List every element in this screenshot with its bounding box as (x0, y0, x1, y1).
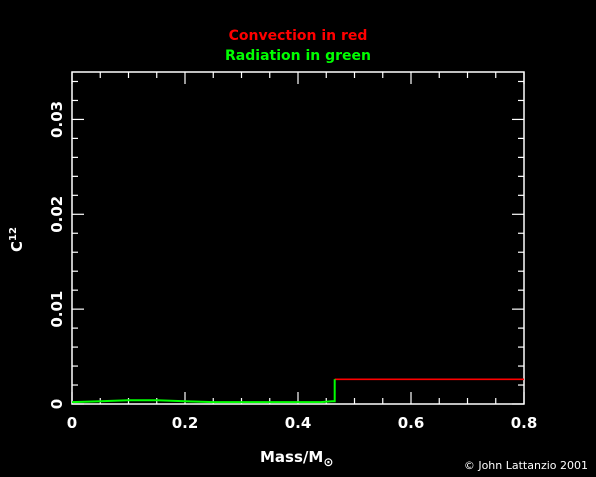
y-tick-label: 0.03 (48, 101, 66, 138)
sun-symbol: ⊙ (323, 455, 334, 469)
x-tick-label: 0.2 (172, 414, 199, 432)
x-tick-label: 0 (67, 414, 77, 432)
y-tick-label: 0 (48, 399, 66, 409)
copyright-credit: © John Lattanzio 2001 (463, 459, 588, 472)
axes-frame (71, 71, 525, 405)
x-tick-label: 0.8 (511, 414, 538, 432)
chart-title-convection: Convection in red (228, 28, 368, 44)
y-axis-label-text: C (8, 240, 26, 252)
y-axis-label: C12 (8, 227, 26, 252)
chart-title-radiation: Radiation in green (225, 48, 371, 64)
y-tick-label: 0.01 (48, 291, 66, 328)
y-axis-label-superscript: 12 (8, 227, 19, 241)
x-axis-label: Mass/M⊙ (260, 448, 333, 469)
y-tick-label: 0.02 (48, 196, 66, 233)
x-tick-label: 0.4 (285, 414, 312, 432)
x-tick-label: 0.6 (398, 414, 425, 432)
x-axis-label-text: Mass/M (260, 448, 324, 466)
series-line-radiation (71, 379, 336, 404)
